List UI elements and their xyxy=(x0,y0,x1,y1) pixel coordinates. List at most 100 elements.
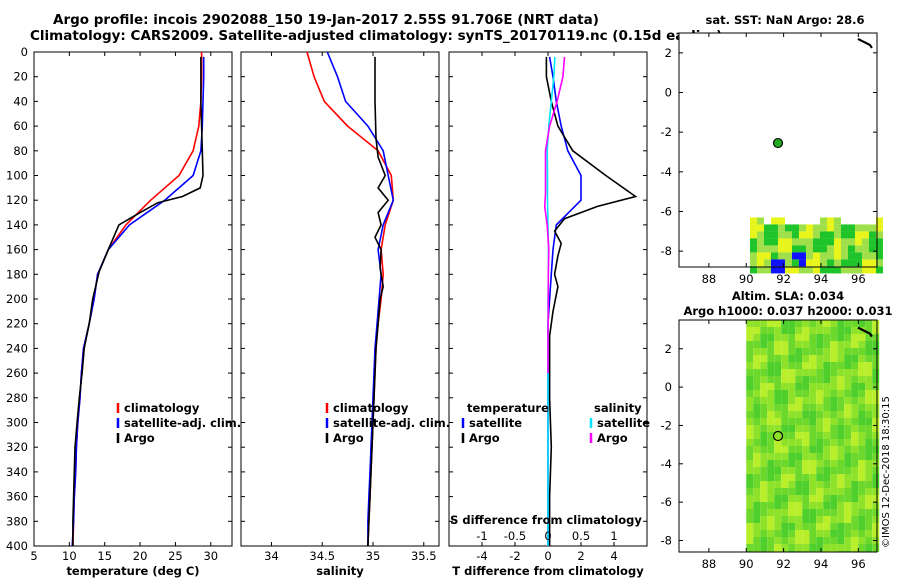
sla-cell xyxy=(823,530,831,537)
sst-cell xyxy=(749,231,757,239)
sst-cell xyxy=(763,266,771,274)
depth-tick-label: 200 xyxy=(6,292,28,306)
sla-cell xyxy=(858,523,866,530)
sla-cell xyxy=(774,383,782,390)
sla-cell xyxy=(774,432,782,439)
sst-cell xyxy=(847,252,855,260)
sst_map-xtick-label: 88 xyxy=(702,272,717,286)
sla-cell xyxy=(823,439,831,446)
sla-cell xyxy=(830,348,838,355)
sla-cell xyxy=(802,320,810,327)
sla-cell xyxy=(837,327,845,334)
sla-cell xyxy=(858,320,866,327)
sst-cell xyxy=(819,266,827,274)
sla-cell xyxy=(844,488,852,495)
sst-cell xyxy=(777,252,785,260)
sst-cell xyxy=(791,259,799,267)
sla-cell xyxy=(844,495,852,502)
sla-cell xyxy=(760,390,768,397)
sla-cell xyxy=(753,418,761,425)
sla-cell xyxy=(865,488,873,495)
sst-cell xyxy=(777,217,785,225)
sla-cell xyxy=(760,453,768,460)
sst-cell xyxy=(756,245,764,253)
sla-cell xyxy=(865,334,873,341)
sla-cell xyxy=(767,516,775,523)
difference-t-legend-label: Argo xyxy=(469,431,500,445)
sla-cell xyxy=(809,369,817,376)
sla-cell xyxy=(837,348,845,355)
sla-cell xyxy=(823,502,831,509)
sst-cell xyxy=(777,259,785,267)
sst-cell xyxy=(770,259,778,267)
sla-cell xyxy=(767,348,775,355)
depth-tick-label: 240 xyxy=(6,341,28,355)
sla-cell xyxy=(788,432,796,439)
sst-cell xyxy=(805,252,813,260)
sla_map-xtick-label: 92 xyxy=(776,557,791,571)
sla-cell xyxy=(858,348,866,355)
sla-cell xyxy=(837,467,845,474)
sla-cell xyxy=(788,404,796,411)
sla-cell xyxy=(809,516,817,523)
sla-cell xyxy=(781,453,789,460)
sla-cell xyxy=(837,320,845,327)
sla-cell xyxy=(753,481,761,488)
depth-tick-label: 140 xyxy=(6,218,28,232)
sla-cell xyxy=(767,481,775,488)
sla-cell xyxy=(760,530,768,537)
sla-cell xyxy=(830,390,838,397)
depth-tick-label: 280 xyxy=(6,391,28,405)
sla-cell xyxy=(809,467,817,474)
sst-cell xyxy=(763,245,771,253)
sla-cell xyxy=(809,474,817,481)
sla-cell xyxy=(795,481,803,488)
sst-cell xyxy=(833,266,841,274)
sla-cell xyxy=(858,544,866,551)
sst-cell xyxy=(861,266,869,274)
sla-cell xyxy=(872,516,880,523)
sst_map-float-marker xyxy=(772,137,784,149)
sst-cell xyxy=(833,259,841,267)
sst-cell xyxy=(868,259,876,267)
sla-cell xyxy=(844,453,852,460)
sla-cell xyxy=(767,439,775,446)
sla-cell xyxy=(858,425,866,432)
sla-cell xyxy=(802,327,810,334)
sla-cell xyxy=(844,523,852,530)
sla-cell xyxy=(872,327,880,334)
sst-cell xyxy=(756,266,764,274)
sla-cell xyxy=(781,495,789,502)
sst-cell xyxy=(763,259,771,267)
sla-cell xyxy=(809,411,817,418)
salinity-plot-frame xyxy=(240,51,440,547)
sst-cell xyxy=(763,252,771,260)
sla-cell xyxy=(823,376,831,383)
sla-cell xyxy=(823,516,831,523)
sla-cell xyxy=(795,460,803,467)
sla-cell xyxy=(858,411,866,418)
sla_map-xtick-label: 96 xyxy=(851,557,866,571)
sst-cell xyxy=(875,238,883,246)
sla-cell xyxy=(872,383,880,390)
sla-cell xyxy=(774,320,782,327)
sla-cell xyxy=(760,509,768,516)
sla-cell xyxy=(830,383,838,390)
sla-cell xyxy=(872,544,880,551)
sla-cell xyxy=(872,320,880,327)
sst-cell xyxy=(784,231,792,239)
sla-cell xyxy=(746,446,754,453)
sla-cell xyxy=(865,390,873,397)
sst-cell xyxy=(861,224,869,232)
difference-series-t-argo xyxy=(545,56,638,546)
sla-cell xyxy=(858,334,866,341)
sla-cell xyxy=(802,523,810,530)
sla-cell xyxy=(823,446,831,453)
sla-cell xyxy=(823,495,831,502)
depth-tick-label: 40 xyxy=(13,94,28,108)
sla-cell xyxy=(781,383,789,390)
sla-cell xyxy=(816,390,824,397)
sla-cell xyxy=(788,397,796,404)
sla-cell xyxy=(795,334,803,341)
sla-cell xyxy=(802,432,810,439)
